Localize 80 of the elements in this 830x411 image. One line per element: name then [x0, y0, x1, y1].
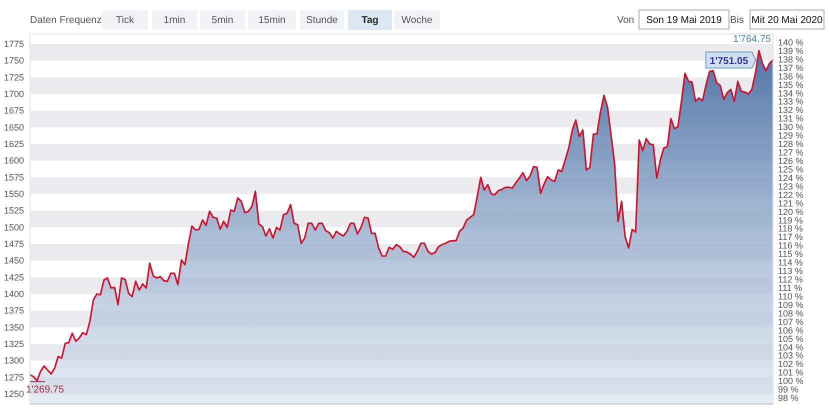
y2-tick-label: 133 %: [778, 96, 804, 107]
text: 15min: [258, 15, 286, 26]
y2-tick-label: 108 %: [778, 308, 804, 318]
y2-tick-label: 101 %: [778, 368, 804, 378]
text: Son 19 Mai 2019: [646, 15, 722, 26]
text: Mit 20 Mai 2020: [751, 15, 824, 26]
y-tick-label: 1775: [4, 39, 24, 49]
text: 1min: [164, 15, 186, 26]
y2-tick-label: 99 %: [778, 384, 799, 395]
y2-tick-label: 103 %: [778, 350, 804, 361]
y-tick-label: 1575: [4, 172, 24, 182]
y2-tick-label: 138 %: [778, 54, 804, 64]
y2-tick-label: 125 %: [778, 164, 804, 174]
y2-tick-label: 123 %: [778, 181, 804, 192]
y2-tick-label: 109 %: [778, 300, 804, 310]
y-tick-label: 1300: [4, 356, 24, 366]
y2-tick-label: 113 %: [778, 266, 803, 276]
y2-tick-label: 120 %: [778, 206, 804, 217]
y2-tick-label: 128 %: [778, 139, 804, 150]
y2-tick-label: 127 %: [778, 148, 804, 158]
y2-tick-label: 130 %: [778, 122, 804, 132]
y-tick-label: 1475: [4, 239, 24, 249]
y2-tick-label: 126 %: [778, 156, 804, 166]
y2-tick-label: 107 %: [778, 316, 804, 327]
y-tick-label: 1350: [4, 322, 24, 332]
y2-tick-label: 114 %: [778, 258, 803, 268]
y2-tick-label: 102 %: [778, 359, 804, 370]
y2-tick-label: 105 %: [778, 334, 804, 344]
y-tick-label: 1525: [4, 206, 24, 216]
y-tick-label: 1450: [4, 256, 24, 266]
y-tick-label: 1400: [4, 289, 24, 299]
y2-tick-label: 106 %: [778, 325, 804, 336]
y2-tick-label: 132 %: [778, 105, 804, 116]
y-tick-label: 1425: [4, 272, 24, 282]
y2-tick-label: 118 %: [778, 224, 803, 234]
y2-tick-label: 140 %: [778, 37, 804, 48]
y-tick-label: 1700: [4, 89, 24, 99]
y-tick-label: 1375: [4, 306, 24, 316]
y2-tick-label: 135 %: [778, 80, 804, 90]
y2-tick-label: 119 %: [778, 215, 803, 226]
y2-tick-label: 98 %: [778, 393, 799, 404]
y2-tick-label: 100 %: [778, 376, 804, 386]
y2-tick-label: 122 %: [778, 190, 804, 200]
y2-tick-label: 121 %: [778, 198, 804, 208]
y-tick-label: 1725: [4, 72, 24, 82]
y2-tick-label: 110 %: [778, 291, 803, 302]
text: Tag: [361, 15, 379, 26]
y2-tick-label: 136 %: [778, 71, 804, 82]
y-tick-label: 1325: [4, 339, 24, 349]
y2-tick-label: 112 %: [778, 274, 803, 285]
text: 5min: [212, 15, 234, 26]
y-tick-label: 1650: [4, 122, 24, 132]
y-tick-label: 1275: [4, 372, 24, 382]
text: Von: [617, 15, 634, 26]
y2-tick-label: 129 %: [778, 130, 804, 141]
y-tick-label: 1250: [4, 389, 24, 399]
text: Woche: [402, 15, 433, 26]
y2-tick-label: 134 %: [778, 88, 804, 98]
y-tick-label: 1600: [4, 156, 24, 166]
y-tick-label: 1550: [4, 189, 24, 199]
y2-tick-label: 116 %: [778, 240, 803, 251]
y2-tick-label: 104 %: [778, 342, 804, 352]
y-tick-label: 1675: [4, 106, 24, 116]
y-tick-label: 1625: [4, 139, 24, 149]
y-tick-label: 1500: [4, 222, 24, 232]
y-tick-label: 1750: [4, 56, 24, 66]
text: Tick: [116, 15, 135, 26]
annotation: 1'764.75: [732, 34, 772, 45]
y2-tick-label: 137 %: [778, 62, 804, 73]
y2-tick-label: 115 %: [778, 249, 803, 260]
y2-tick-label: 131 %: [778, 114, 804, 124]
y2-tick-label: 111 %: [778, 283, 802, 294]
text: Daten Frequenz: [30, 15, 102, 26]
y2-tick-label: 124 %: [778, 172, 804, 183]
annotation: 1'269.75: [26, 384, 64, 396]
y2-tick-label: 117 %: [778, 232, 803, 242]
text: Stunde: [306, 15, 338, 26]
y2-tick-label: 139 %: [778, 46, 804, 56]
text: Bis: [730, 15, 744, 26]
annotation: 1'751.05: [710, 56, 749, 67]
